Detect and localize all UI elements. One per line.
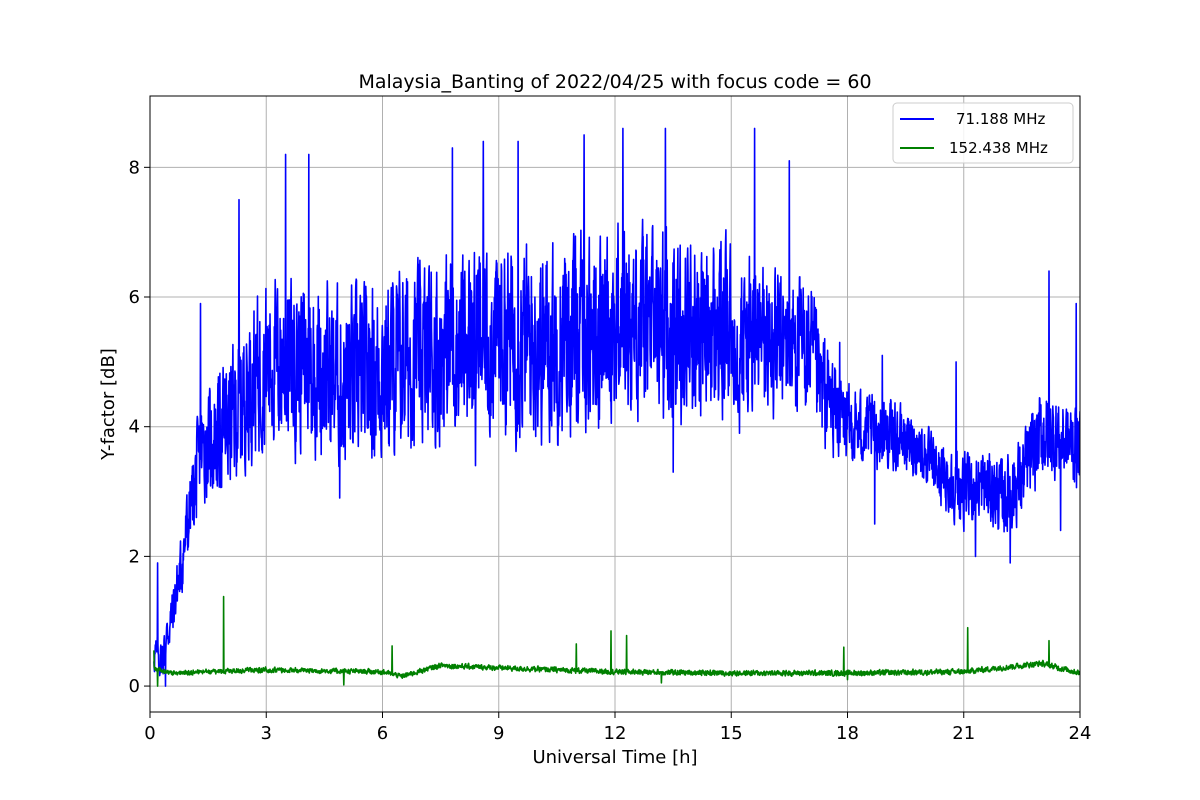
x-tick-label: 6 xyxy=(377,723,388,744)
x-tick-label: 18 xyxy=(836,723,859,744)
y-axis-label: Y-factor [dB] xyxy=(98,348,119,461)
series-line-0 xyxy=(153,127,1080,687)
legend-label-152-mhz: 152.438 MHz xyxy=(949,139,1048,157)
x-tick-label: 15 xyxy=(720,723,743,744)
y-tick-label: 2 xyxy=(129,546,140,567)
x-tick-label: 9 xyxy=(493,723,504,744)
y-axis: 0 2 4 6 8 xyxy=(129,157,150,697)
x-tick-label: 12 xyxy=(604,723,627,744)
y-tick-label: 6 xyxy=(129,287,140,308)
legend-label-71-mhz: 71.188 MHz xyxy=(956,110,1045,128)
x-tick-label: 21 xyxy=(952,723,975,744)
x-axis-label: Universal Time [h] xyxy=(532,747,697,768)
legend: 71.188 MHz 152.438 MHz xyxy=(892,102,1074,164)
x-tick-label: 24 xyxy=(1069,723,1092,744)
x-axis: 0 3 6 9 12 15 18 21 24 xyxy=(144,712,1091,744)
y-tick-label: 0 xyxy=(129,676,140,697)
x-tick-label: 0 xyxy=(144,723,155,744)
y-tick-label: 4 xyxy=(129,417,140,438)
x-tick-label: 3 xyxy=(261,723,272,744)
chart-title: Malaysia_Banting of 2022/04/25 with focu… xyxy=(358,71,871,93)
legend-box xyxy=(892,102,1074,164)
y-tick-label: 8 xyxy=(129,157,140,178)
series-group xyxy=(153,127,1080,687)
series-line-1 xyxy=(153,595,1080,687)
